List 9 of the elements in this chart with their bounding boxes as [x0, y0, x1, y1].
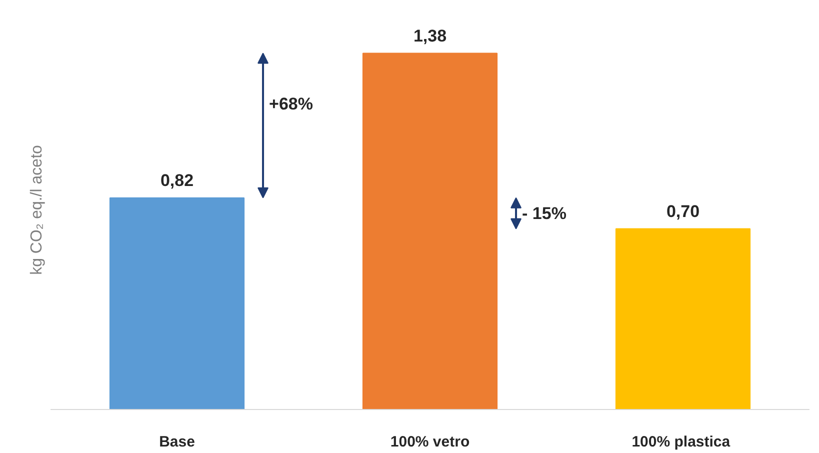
- data-label: 0,82: [160, 170, 194, 190]
- data-label: 0,70: [666, 202, 700, 221]
- annotation: - 15%: [522, 204, 566, 223]
- y-axis-title: kg CO₂ eq./l aceto: [28, 144, 46, 275]
- annotation: +68%: [269, 94, 313, 114]
- x-tick-label: Base: [159, 434, 195, 450]
- data-label: 1,38: [413, 26, 447, 46]
- x-tick-label: 100% vetro: [390, 434, 470, 450]
- x-tick-label: 100% plastica: [632, 434, 731, 450]
